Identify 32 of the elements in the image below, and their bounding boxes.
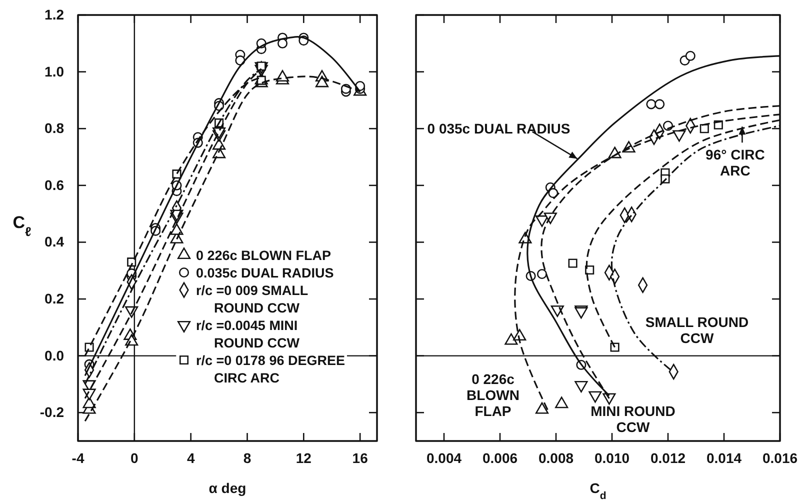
y-tick-label: 1.2 <box>44 6 64 22</box>
legend-label: r/c =0 0178 96 DEGREE CIRC ARC <box>196 353 345 386</box>
y-tick-label: 1.0 <box>44 63 64 80</box>
legend-label: 0 226c BLOWN FLAP <box>196 248 332 263</box>
y-tick-label: 0.4 <box>44 234 64 250</box>
legend-label: 0.035c DUAL RADIUS <box>196 266 334 280</box>
annotation: 96° CIRC ARC <box>706 146 765 179</box>
x-tick-label: -4 <box>72 450 84 466</box>
y-tick-label: 0.0 <box>44 347 64 364</box>
x-axis-title: α deg <box>208 480 246 496</box>
y-tick-label: -0.2 <box>40 404 64 420</box>
annotation: SMALL ROUND CCW <box>645 314 749 346</box>
x-tick-label: 8 <box>243 450 252 466</box>
x-tick-label: 0 <box>130 450 139 466</box>
x-tick-label: 0.016 <box>762 450 798 466</box>
x-tick-label: 0.008 <box>538 450 574 466</box>
x-tick-label: 12 <box>296 450 312 466</box>
annotation: 0 035c DUAL RADIUS <box>427 120 570 137</box>
x-tick-label: 4 <box>186 450 195 466</box>
x-tick-label: 0.012 <box>650 450 686 466</box>
x-tick-label: 16 <box>352 450 368 466</box>
x-tick-label: 0.010 <box>594 450 630 466</box>
y-axis-title: C$_{ℓ}$ <box>12 213 32 238</box>
annotation: MINI ROUND CCW <box>590 403 676 435</box>
annotation: 0 226c BLOWN FLAP <box>466 371 520 419</box>
x-tick-label: 0.006 <box>482 450 518 466</box>
x-axis-title: C$_{d}$ <box>590 480 606 500</box>
y-tick-label: 0.6 <box>44 176 64 193</box>
x-tick-label: 0.004 <box>426 450 462 466</box>
y-tick-label: 0.2 <box>44 290 64 306</box>
x-tick-label: 0.014 <box>706 450 742 466</box>
y-tick-label: 0.8 <box>44 120 64 136</box>
